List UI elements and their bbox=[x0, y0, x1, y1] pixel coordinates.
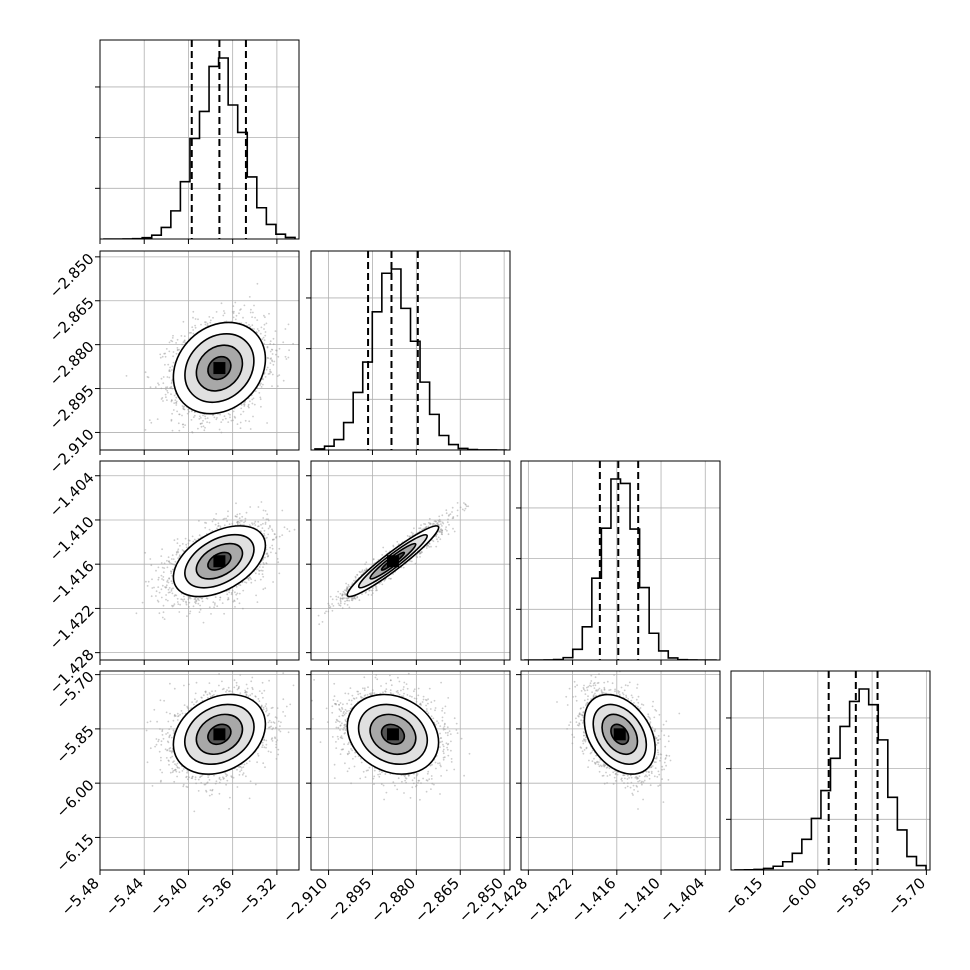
y-tick-label-2-3: −1.410 bbox=[46, 513, 98, 565]
y-tick-label-1-0: −2.910 bbox=[46, 425, 98, 477]
x-tick-label-2-2: −1.416 bbox=[568, 874, 620, 926]
y-tick-label-1-2: −2.880 bbox=[46, 338, 98, 390]
density-2-0 bbox=[172, 525, 267, 598]
y-tick-label-3-2: −5.85 bbox=[52, 722, 97, 767]
x-tick-label-3-0: −6.15 bbox=[721, 874, 766, 919]
y-tick-label-3-1: −6.00 bbox=[52, 776, 97, 821]
panel-1-0 bbox=[95, 250, 300, 455]
x-tick-label-2-3: −1.410 bbox=[612, 874, 664, 926]
x-tick-label-0-3: −5.36 bbox=[190, 874, 235, 919]
grid bbox=[311, 251, 510, 450]
y-tick-label-1-3: −2.865 bbox=[46, 294, 98, 346]
panel-0-0 bbox=[95, 39, 300, 244]
grid bbox=[100, 40, 299, 239]
x-tick-label-1-1: −2.895 bbox=[323, 874, 375, 926]
panel-3-0 bbox=[95, 670, 300, 875]
panel-3-3 bbox=[726, 670, 931, 875]
y-tick-label-2-4: −1.404 bbox=[46, 469, 98, 521]
density-2-1 bbox=[346, 525, 440, 598]
panel-frame bbox=[310, 670, 511, 871]
panel-frame bbox=[520, 460, 721, 661]
density-peak bbox=[386, 728, 399, 741]
x-tick-label-3-2: −5.85 bbox=[830, 874, 875, 919]
histogram-1 bbox=[314, 268, 507, 450]
panel-frame bbox=[99, 460, 300, 661]
x-tick-label-1-2: −2.880 bbox=[367, 874, 419, 926]
y-tick-label-2-2: −1.416 bbox=[46, 557, 98, 609]
panel-frame bbox=[99, 39, 300, 240]
density-peak bbox=[213, 728, 226, 741]
panel-2-2 bbox=[516, 460, 721, 665]
panel-frame bbox=[520, 670, 721, 871]
x-tick-label-3-3: −5.70 bbox=[884, 874, 929, 919]
density-1-0 bbox=[172, 321, 267, 415]
panel-2-0 bbox=[95, 460, 300, 665]
density-peak bbox=[213, 555, 226, 568]
x-tick-label-0-2: −5.40 bbox=[146, 874, 191, 919]
histogram-3 bbox=[734, 688, 927, 870]
panel-2-1 bbox=[306, 460, 511, 665]
density-3-1 bbox=[346, 693, 440, 775]
density-peak bbox=[613, 728, 626, 741]
x-tick-label-0-0: −5.48 bbox=[58, 874, 103, 919]
panel-frame bbox=[99, 250, 300, 451]
grid bbox=[521, 461, 720, 660]
x-tick-label-0-1: −5.44 bbox=[102, 874, 147, 919]
panel-3-1 bbox=[306, 670, 511, 875]
x-tick-label-1-3: −2.865 bbox=[411, 874, 463, 926]
panel-frame bbox=[99, 670, 300, 871]
panel-frame bbox=[310, 460, 511, 661]
panel-1-1 bbox=[306, 250, 511, 455]
x-tick-label-0-4: −5.32 bbox=[234, 874, 279, 919]
y-tick-label-1-1: −2.895 bbox=[46, 381, 98, 433]
y-tick-label-1-4: −2.850 bbox=[46, 250, 98, 302]
x-tick-label-1-0: −2.910 bbox=[279, 874, 331, 926]
grid bbox=[311, 461, 510, 660]
grid bbox=[521, 671, 720, 870]
panel-3-2 bbox=[516, 670, 721, 875]
x-tick-label-2-1: −1.422 bbox=[523, 874, 575, 926]
density-peak bbox=[213, 362, 226, 375]
panel-frame bbox=[730, 670, 931, 871]
density-3-0 bbox=[172, 693, 267, 775]
density-peak bbox=[386, 555, 399, 568]
y-tick-label-2-1: −1.422 bbox=[46, 601, 98, 653]
histogram-2 bbox=[524, 478, 717, 660]
histogram-0 bbox=[103, 57, 296, 239]
panel-frame bbox=[310, 250, 511, 451]
x-tick-label-3-1: −6.00 bbox=[775, 874, 820, 919]
x-tick-label-2-4: −1.404 bbox=[656, 874, 708, 926]
y-tick-label-3-0: −6.15 bbox=[52, 830, 97, 875]
density-3-2 bbox=[583, 693, 656, 775]
